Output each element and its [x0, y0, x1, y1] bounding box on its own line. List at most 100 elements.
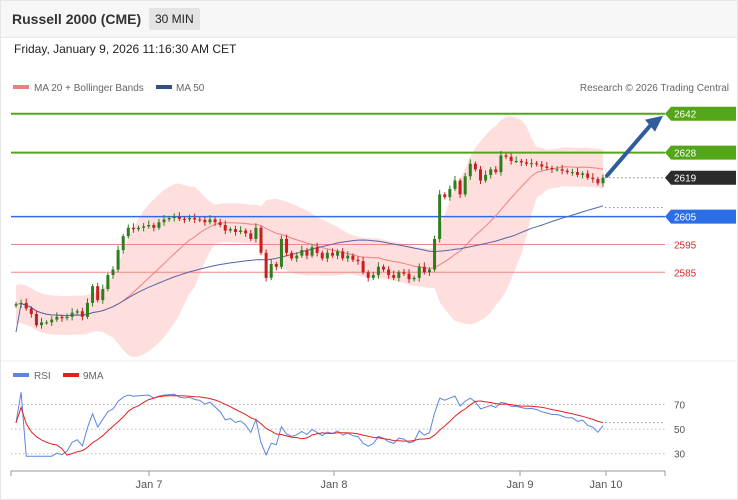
candle-body [244, 230, 248, 234]
level-label-2585: 2585 [674, 268, 697, 279]
rsi-line [15, 392, 604, 457]
candle-body [193, 218, 197, 220]
candle-body [285, 238, 289, 253]
candle [407, 269, 411, 283]
candle [126, 224, 130, 239]
candle [570, 168, 574, 176]
candle-body [213, 219, 217, 223]
candle [121, 233, 125, 254]
candle [402, 268, 406, 276]
candle-body [560, 169, 564, 171]
projection-arrow-shaft [605, 122, 653, 178]
x-tick-label: Jan 8 [321, 479, 348, 491]
candle-body [295, 255, 299, 259]
candle-body [65, 316, 69, 319]
candle [147, 220, 151, 229]
rsi-ma-legend-label: 9MA [83, 371, 104, 382]
candle [453, 176, 457, 192]
candle-body [565, 170, 569, 173]
candle [356, 256, 360, 265]
candle [101, 284, 105, 304]
candle [315, 242, 319, 257]
candle-body [29, 308, 33, 315]
rsi-legend-label: RSI [34, 371, 51, 382]
candle [397, 270, 401, 282]
candle-body [412, 277, 416, 280]
candle [484, 170, 488, 183]
candle-body [356, 259, 360, 262]
candle [152, 222, 156, 232]
candle [560, 164, 564, 175]
projection-arrow [605, 115, 663, 178]
candle [34, 310, 38, 328]
candle [325, 249, 329, 263]
candle-body [315, 247, 319, 253]
candle-body [448, 188, 452, 198]
candle-body [524, 162, 528, 164]
candle-body [570, 172, 574, 174]
candle [96, 282, 100, 303]
candle-body [300, 250, 304, 256]
candle [244, 228, 248, 237]
candle [249, 230, 253, 242]
candle [494, 166, 498, 175]
timestamp: Friday, January 9, 2026 11:16:30 AM CET [14, 42, 237, 56]
candles [14, 150, 605, 329]
x-tick-label: Jan 7 [136, 479, 163, 491]
candle-body [80, 311, 84, 317]
level-tag-2619 [665, 170, 736, 185]
candle-body [453, 180, 457, 189]
candle [545, 162, 549, 171]
candle [223, 220, 227, 235]
candle [305, 247, 309, 260]
candle-body [310, 247, 314, 256]
candle-body [325, 252, 329, 259]
candle-body [290, 252, 294, 259]
candle-body [111, 269, 115, 276]
candle-body [40, 322, 44, 326]
ma50-legend-swatch [156, 85, 172, 89]
instrument-title: Russell 2000 (CME) [12, 11, 142, 27]
candle [478, 166, 482, 185]
candle-body [162, 219, 166, 223]
candle [285, 234, 289, 257]
candle-body [55, 316, 59, 320]
candle-body [478, 169, 482, 181]
candle [177, 212, 181, 222]
candle-body [19, 302, 23, 305]
candle [438, 189, 442, 243]
candle-body [239, 230, 243, 232]
candle [228, 226, 232, 233]
candle [361, 256, 365, 275]
candle-body [330, 252, 334, 256]
candle-body [438, 194, 442, 239]
candle [203, 216, 207, 226]
timeframe-button[interactable]: 30 MIN [149, 8, 200, 30]
candle-body [530, 163, 534, 165]
candle [443, 192, 447, 200]
candle [514, 156, 518, 164]
level-labels: 2642 2628 2619 2605 2595 2585 [665, 106, 736, 279]
candle [111, 266, 115, 279]
candle-body [382, 266, 386, 270]
candle [320, 250, 324, 261]
candle [458, 178, 462, 199]
candle-body [249, 233, 253, 239]
candle-body [45, 322, 49, 324]
candle-body [50, 319, 54, 323]
candle [382, 264, 386, 272]
candle-body [433, 238, 437, 270]
candle-body [264, 252, 268, 278]
candle-body [473, 163, 477, 170]
candle-body [586, 173, 590, 178]
candle-body [336, 251, 340, 256]
candle [70, 308, 74, 321]
candle-body [96, 286, 100, 301]
candle [162, 214, 166, 226]
candle [300, 245, 304, 258]
candle-body [463, 176, 467, 195]
candle [330, 248, 334, 258]
candle [387, 266, 391, 279]
rsi-ma-line [15, 395, 604, 456]
rsi-tick-label-70: 70 [674, 400, 686, 411]
